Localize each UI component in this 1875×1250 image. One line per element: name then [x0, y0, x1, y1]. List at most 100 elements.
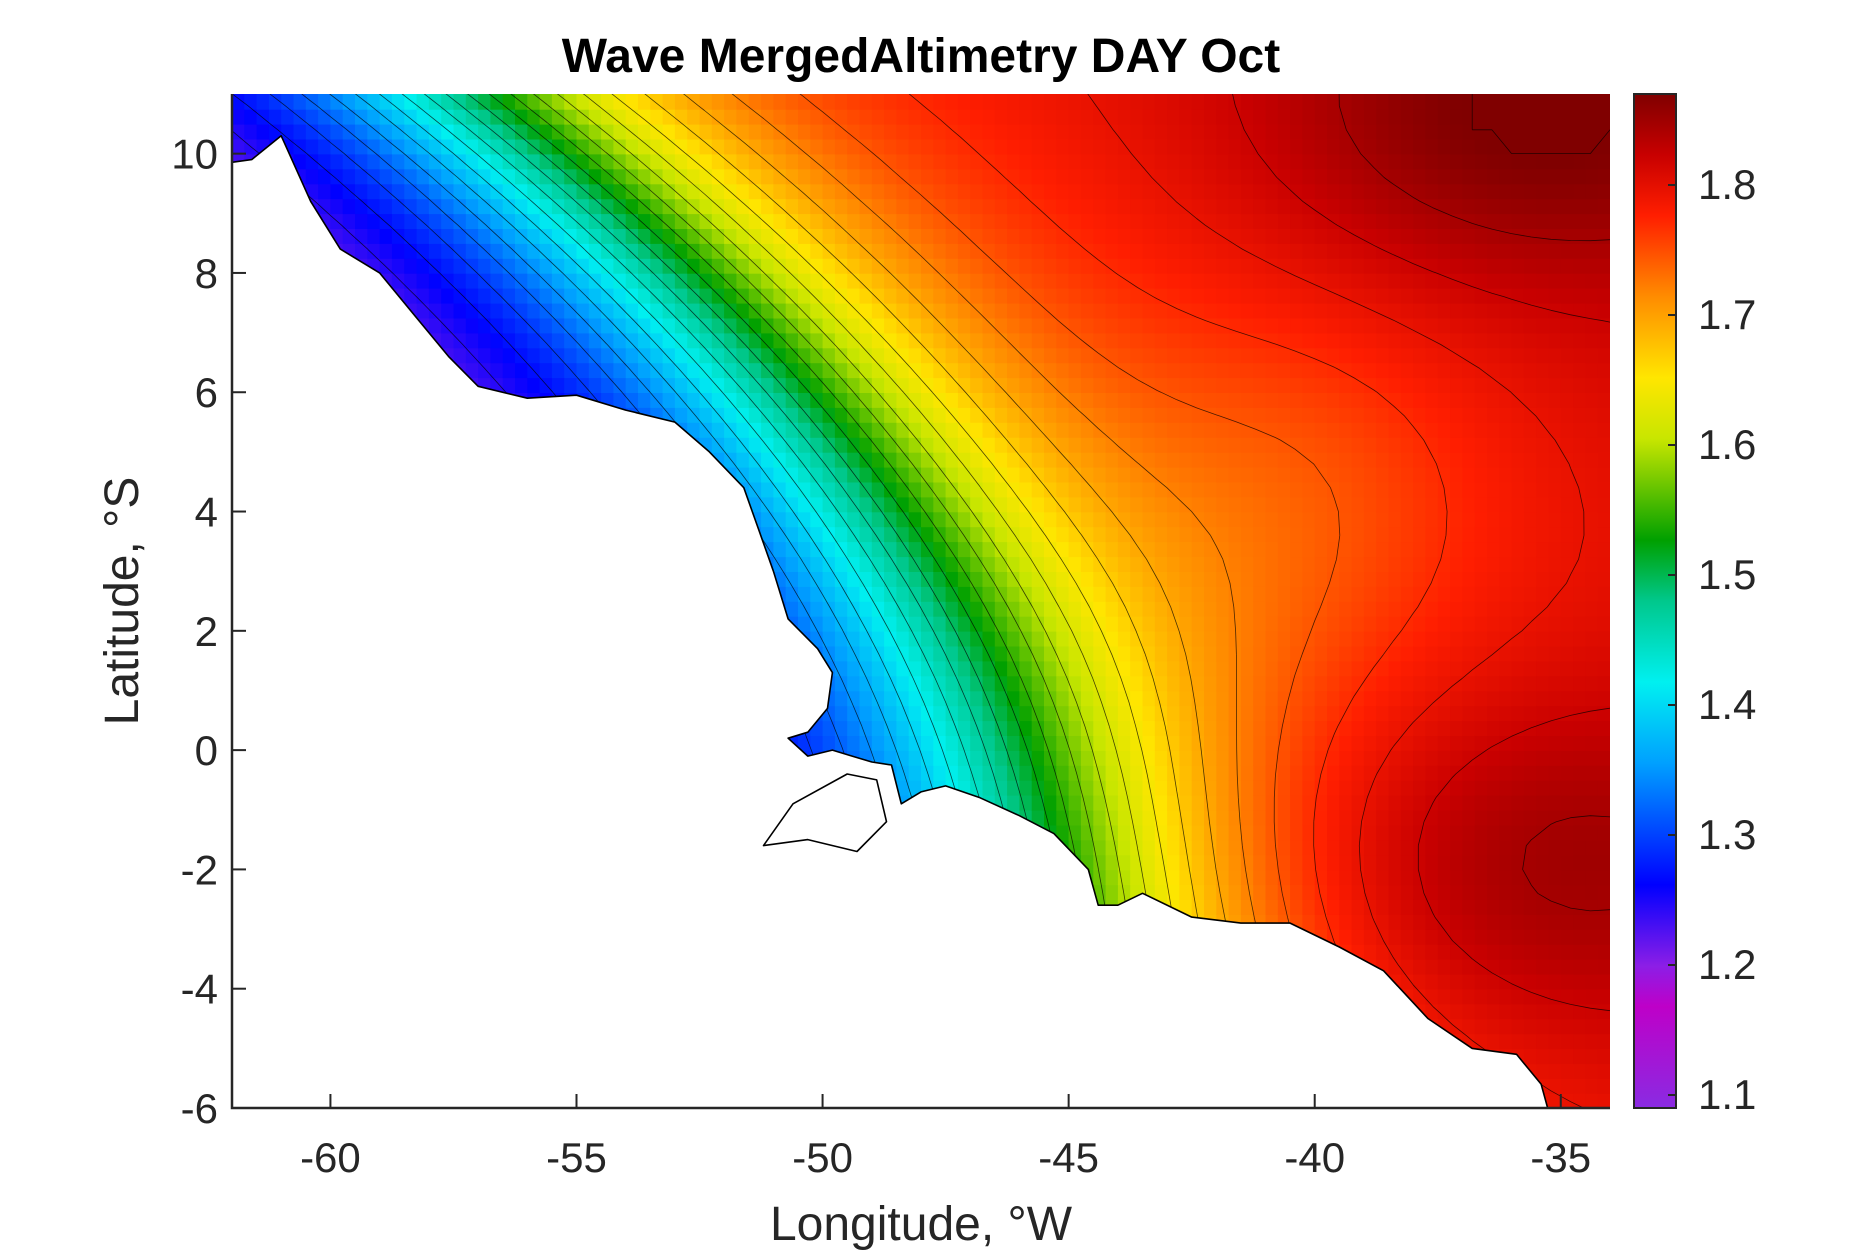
- field-cell: [1019, 377, 1033, 393]
- field-cell: [650, 183, 664, 200]
- field-cell: [748, 422, 762, 438]
- field-cell: [822, 362, 836, 379]
- field-cell: [884, 347, 898, 364]
- field-cell: [1031, 794, 1045, 811]
- field-cell: [761, 377, 775, 393]
- field-cell: [933, 645, 947, 662]
- field-cell: [638, 168, 652, 185]
- field-cell: [1105, 809, 1119, 826]
- field-cell: [1056, 466, 1070, 483]
- field-cell: [478, 228, 492, 244]
- field-cell: [625, 258, 639, 274]
- field-cell: [724, 272, 738, 289]
- field-cell: [994, 660, 1008, 677]
- field-cell: [650, 287, 664, 304]
- field-cell: [1056, 750, 1070, 766]
- field-cell: [674, 347, 688, 364]
- field-cell: [613, 183, 627, 200]
- field-cell: [761, 94, 775, 110]
- field-cell: [834, 437, 848, 453]
- field-cell: [748, 228, 762, 244]
- field-cell: [539, 138, 553, 155]
- field-cell: [404, 287, 418, 304]
- field-cell: [761, 123, 775, 140]
- field-cell: [1093, 496, 1107, 513]
- field-cell: [785, 481, 799, 498]
- field-cell: [662, 153, 676, 170]
- field-cell: [970, 466, 984, 483]
- field-cell: [1007, 213, 1021, 229]
- field-cell: [1068, 94, 1082, 110]
- field-cell: [539, 94, 553, 110]
- field-cell: [1031, 466, 1045, 483]
- field-cell: [884, 243, 898, 259]
- field-cell: [330, 153, 344, 170]
- field-cell: [1056, 630, 1070, 647]
- field-cell: [884, 213, 898, 229]
- field-cell: [1007, 392, 1021, 408]
- field-cell: [748, 272, 762, 289]
- field-cell: [551, 362, 565, 379]
- field-cell: [810, 511, 824, 528]
- field-cell: [908, 287, 922, 304]
- field-cell: [1105, 794, 1119, 811]
- field-cell: [871, 123, 885, 140]
- field-cell: [884, 422, 898, 438]
- field-cell: [404, 228, 418, 244]
- field-cell: [970, 228, 984, 244]
- field-cell: [945, 302, 959, 319]
- field-cell: [945, 228, 959, 244]
- field-cell: [957, 302, 971, 319]
- field-cell: [515, 243, 529, 259]
- field-cell: [1044, 108, 1058, 125]
- field-cell: [957, 660, 971, 677]
- field-cell: [982, 645, 996, 662]
- field-cell: [539, 258, 553, 274]
- field-cell: [650, 302, 664, 319]
- field-cell: [724, 437, 738, 453]
- field-cell: [1068, 243, 1082, 259]
- field-cell: [884, 466, 898, 483]
- field-cell: [1031, 347, 1045, 364]
- field-cell: [1117, 720, 1131, 736]
- field-cell: [761, 302, 775, 319]
- field-cell: [416, 123, 430, 140]
- field-cell: [502, 258, 516, 274]
- field-cell: [1105, 213, 1119, 229]
- field-cell: [921, 108, 935, 125]
- field-cell: [1007, 228, 1021, 244]
- field-cell: [1093, 94, 1107, 110]
- field-cell: [884, 198, 898, 215]
- field-cell: [810, 437, 824, 453]
- field-cell: [724, 332, 738, 349]
- field-cell: [945, 332, 959, 349]
- field-cell: [342, 108, 356, 125]
- field-cell: [748, 153, 762, 170]
- field-cell: [1093, 228, 1107, 244]
- field-cell: [908, 94, 922, 110]
- field-cell: [1007, 272, 1021, 289]
- field-cell: [736, 392, 750, 408]
- field-cell: [601, 198, 615, 215]
- field-cell: [588, 183, 602, 200]
- field-cell: [367, 94, 381, 110]
- field-cell: [1019, 675, 1033, 692]
- field-cell: [232, 108, 246, 125]
- field-cell: [798, 362, 812, 379]
- field-cell: [527, 94, 541, 110]
- field-cell: [822, 138, 836, 155]
- field-cell: [871, 228, 885, 244]
- field-cell: [355, 243, 369, 259]
- field-cell: [773, 168, 787, 185]
- field-cell: [1093, 153, 1107, 170]
- field-cell: [822, 168, 836, 185]
- field-cell: [834, 198, 848, 215]
- field-cell: [318, 198, 332, 215]
- field-cell: [1019, 630, 1033, 647]
- field-cell: [982, 108, 996, 125]
- field-cell: [810, 168, 824, 185]
- field-cell: [884, 183, 898, 200]
- field-cell: [982, 228, 996, 244]
- field-cell: [1044, 213, 1058, 229]
- field-cell: [478, 138, 492, 155]
